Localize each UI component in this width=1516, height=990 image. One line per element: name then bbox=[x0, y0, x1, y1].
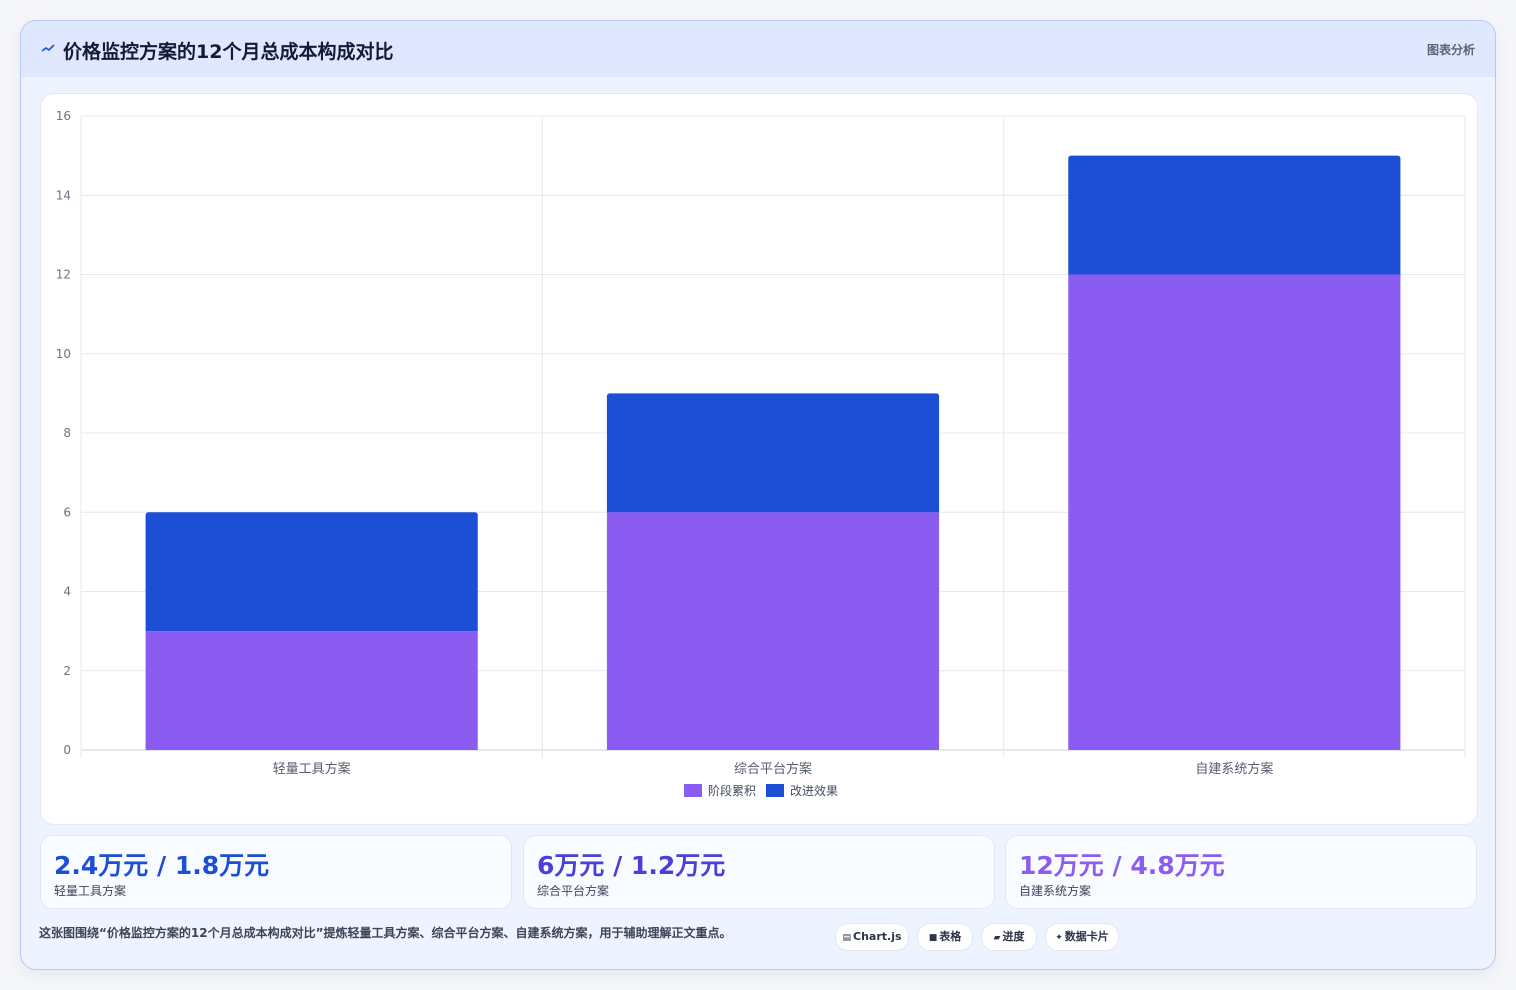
x-tick-label: 自建系统方案 bbox=[1195, 761, 1273, 777]
stat-value: 6万元 / 1.2万元 bbox=[537, 851, 726, 880]
legend-label: 改进效果 bbox=[790, 783, 838, 798]
y-tick-label: 2 bbox=[63, 664, 71, 678]
trend-icon bbox=[41, 44, 55, 52]
legend-swatch bbox=[684, 784, 702, 797]
chip-label: 进度 bbox=[1002, 930, 1025, 943]
y-tick-label: 4 bbox=[63, 585, 71, 599]
stat-label: 自建系统方案 bbox=[1019, 884, 1092, 898]
legend-swatch bbox=[766, 784, 784, 797]
y-tick-label: 6 bbox=[63, 505, 71, 519]
bar-stage-accumulation bbox=[1068, 274, 1401, 750]
table-icon: ■ bbox=[928, 933, 938, 943]
chart-caption: 这张图围绕“价格监控方案的12个月总成本构成对比”提炼轻量工具方案、综合平台方案… bbox=[39, 926, 732, 940]
chip-progress[interactable]: ▰ 进度 bbox=[981, 923, 1037, 951]
y-tick-label: 14 bbox=[56, 188, 71, 202]
stat-value: 2.4万元 / 1.8万元 bbox=[54, 851, 270, 880]
chart-analysis-tag: 图表分析 bbox=[1426, 43, 1475, 57]
y-tick-label: 12 bbox=[56, 268, 71, 282]
bar-improvement-effect bbox=[1068, 155, 1401, 275]
chip-label: Chart.js bbox=[853, 930, 902, 943]
chip-data-card[interactable]: ✦ 数据卡片 bbox=[1045, 923, 1119, 951]
stat-card-platform: 6万元 / 1.2万元 综合平台方案 bbox=[523, 835, 995, 909]
stat-card-self-built: 12万元 / 4.8万元 自建系统方案 bbox=[1005, 835, 1477, 909]
chart-card: 价格监控方案的12个月总成本构成对比 图表分析 0 2 4 6 8 10 12 14 16 轻量工… bbox=[20, 20, 1496, 970]
chart-icon: ▤ bbox=[842, 933, 851, 943]
y-tick-label: 8 bbox=[63, 426, 71, 440]
progress-icon: ▰ bbox=[993, 933, 1001, 943]
stat-card-light-tool: 2.4万元 / 1.8万元 轻量工具方案 bbox=[40, 835, 512, 909]
y-tick-label: 0 bbox=[63, 743, 71, 757]
chip-table[interactable]: ■ 表格 bbox=[917, 923, 973, 951]
x-tick-label: 综合平台方案 bbox=[734, 761, 812, 777]
bar-stage-accumulation bbox=[145, 631, 478, 750]
stat-value: 12万元 / 4.8万元 bbox=[1019, 851, 1225, 880]
bar-improvement-effect bbox=[606, 393, 940, 513]
bar-improvement-effect bbox=[145, 512, 478, 632]
y-tick-label: 16 bbox=[56, 109, 71, 123]
chip-label: 表格 bbox=[939, 930, 962, 943]
x-tick-label: 轻量工具方案 bbox=[273, 761, 351, 777]
chip-chartjs[interactable]: ▤ Chart.js bbox=[835, 923, 909, 951]
legend-label: 阶段累积 bbox=[708, 783, 756, 798]
stat-label: 综合平台方案 bbox=[537, 884, 610, 898]
card-header: 价格监控方案的12个月总成本构成对比 图表分析 bbox=[21, 21, 1495, 77]
chart-title: 价格监控方案的12个月总成本构成对比 bbox=[63, 41, 394, 63]
chart-panel: 0 2 4 6 8 10 12 14 16 轻量工具方案 综合平台方案 自建系统方案阶段累积 改进效果 bbox=[40, 93, 1478, 825]
chip-label: 数据卡片 bbox=[1064, 930, 1109, 943]
stat-label: 轻量工具方案 bbox=[54, 884, 127, 898]
sparkle-icon: ✦ bbox=[1055, 933, 1063, 943]
bar-stage-accumulation bbox=[606, 512, 940, 750]
y-tick-label: 10 bbox=[56, 347, 71, 361]
